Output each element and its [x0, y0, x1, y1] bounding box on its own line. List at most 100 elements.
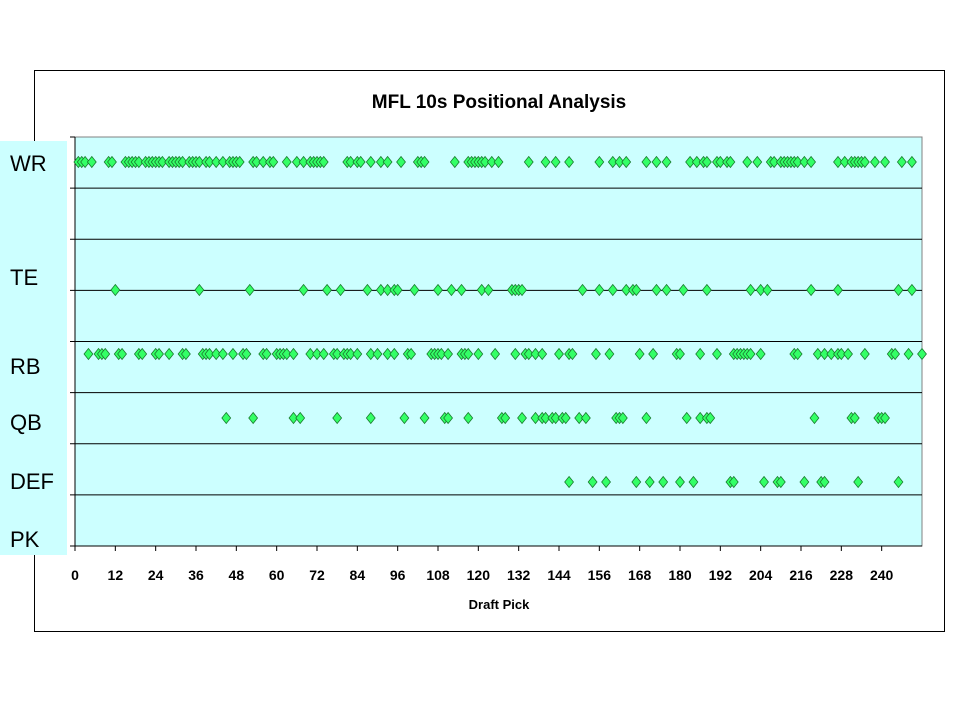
x-tick-label: 180	[668, 567, 692, 583]
data-point-rb	[473, 347, 484, 361]
axis-layer	[70, 136, 922, 551]
data-point-wr	[806, 155, 816, 169]
data-point-def	[658, 475, 669, 489]
data-point-def	[819, 475, 830, 489]
data-point-qb	[463, 411, 474, 425]
data-point-def	[675, 475, 685, 489]
data-point-def	[728, 475, 739, 489]
data-point-rb	[117, 347, 127, 361]
data-point-wr	[194, 155, 205, 169]
data-point-te	[392, 283, 403, 297]
data-point-rb	[164, 347, 175, 361]
data-point-te	[244, 283, 255, 297]
x-tick-label: 120	[467, 567, 491, 583]
x-tick-label: 156	[588, 567, 612, 583]
data-point-rb	[648, 347, 659, 361]
data-point-def	[644, 475, 655, 489]
position-label-pk: PK	[10, 527, 40, 552]
data-point-rb	[228, 347, 238, 361]
data-point-rb	[819, 347, 830, 361]
x-tick-label: 0	[71, 567, 79, 583]
data-point-rb	[365, 347, 376, 361]
data-point-wr	[701, 155, 712, 169]
data-point-rb	[755, 347, 766, 361]
x-tick-label: 132	[507, 567, 531, 583]
data-point-wr	[268, 155, 279, 169]
data-point-te	[194, 283, 205, 297]
data-point-rb	[100, 347, 111, 361]
data-point-te	[476, 283, 487, 297]
data-point-qb	[550, 411, 561, 425]
data-point-rb	[510, 347, 521, 361]
data-point-wr	[896, 155, 907, 169]
data-point-qb	[695, 411, 706, 425]
data-point-rb	[137, 347, 148, 361]
data-point-def	[893, 475, 904, 489]
data-point-te	[678, 283, 689, 297]
data-point-te	[577, 283, 588, 297]
position-label-te: TE	[10, 265, 39, 290]
data-point-qb	[681, 411, 692, 425]
data-point-wr	[449, 155, 460, 169]
data-point-rb	[826, 347, 837, 361]
data-point-wr	[355, 155, 366, 169]
x-tick-label: 12	[108, 567, 124, 583]
data-point-wr	[251, 155, 262, 169]
data-point-wr	[742, 155, 753, 169]
data-point-te	[893, 283, 904, 297]
x-tick-label: 216	[789, 567, 813, 583]
points-layer	[73, 155, 927, 489]
data-point-def	[688, 475, 699, 489]
data-point-wr	[375, 155, 386, 169]
x-axis-label: Draft Pick	[468, 597, 530, 612]
data-point-wr	[298, 155, 309, 169]
x-tick-label: 72	[309, 567, 325, 583]
x-tick-label: 24	[148, 567, 164, 583]
data-point-te	[607, 283, 618, 297]
data-point-wr	[715, 155, 726, 169]
data-point-qb	[617, 411, 628, 425]
data-point-wr	[157, 155, 168, 169]
data-point-qb	[705, 411, 716, 425]
data-point-def	[775, 475, 786, 489]
data-point-rb	[83, 347, 94, 361]
data-point-te	[907, 283, 917, 297]
data-point-rb	[217, 347, 228, 361]
data-point-wr	[792, 155, 803, 169]
data-point-te	[375, 283, 386, 297]
data-point-rb	[261, 347, 272, 361]
data-point-te	[745, 283, 756, 297]
data-point-te	[806, 283, 816, 297]
data-point-te	[661, 283, 672, 297]
data-point-qb	[540, 411, 551, 425]
data-point-te	[651, 283, 662, 297]
data-point-qb	[574, 411, 585, 425]
position-label-wr: WR	[10, 151, 47, 176]
data-point-wr	[621, 155, 632, 169]
grid-layer	[75, 187, 922, 496]
chart-title: MFL 10s Positional Analysis	[371, 92, 627, 113]
data-point-rb	[406, 347, 417, 361]
data-point-wr	[540, 155, 551, 169]
data-point-wr	[318, 155, 329, 169]
x-tick-label: 144	[547, 567, 571, 583]
data-point-te	[517, 283, 527, 297]
data-point-qb	[641, 411, 652, 425]
data-point-wr	[217, 155, 228, 169]
data-point-rb	[154, 347, 164, 361]
data-point-wr	[641, 155, 652, 169]
data-point-wr	[769, 155, 780, 169]
data-point-te	[446, 283, 457, 297]
data-point-rb	[389, 347, 400, 361]
data-point-rb	[859, 347, 870, 361]
data-point-wr	[419, 155, 430, 169]
tick-label-layer: 0 12 24 36 48 60 72 84 96 108 120 132 144 156 168 180 19…	[71, 567, 893, 583]
x-tick-label: 228	[830, 567, 854, 583]
data-point-rb	[695, 347, 706, 361]
data-point-te	[298, 283, 309, 297]
data-point-rb	[634, 347, 645, 361]
data-point-rb	[382, 347, 393, 361]
data-point-wr	[691, 155, 702, 169]
data-point-rb	[792, 347, 803, 361]
